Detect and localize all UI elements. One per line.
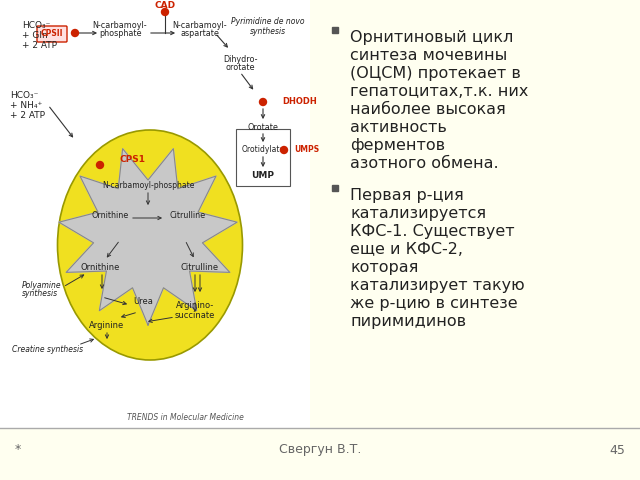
Text: TRENDS in Molecular Medicine: TRENDS in Molecular Medicine [127,412,243,421]
Circle shape [97,161,104,168]
Text: Первая р-ция: Первая р-ция [350,188,464,203]
FancyBboxPatch shape [37,26,67,42]
Text: Орнитиновый цикл: Орнитиновый цикл [350,30,513,45]
Text: + NH₄⁺: + NH₄⁺ [10,100,42,109]
Text: которая: которая [350,260,419,275]
Text: orotate: orotate [225,63,255,72]
Text: 45: 45 [609,444,625,456]
Text: aspartate: aspartate [180,29,220,38]
Text: Citrulline: Citrulline [181,263,219,272]
Text: (ОЦСМ) протекает в: (ОЦСМ) протекает в [350,66,521,81]
Text: N-carbamoyl-: N-carbamoyl- [173,21,227,29]
Text: synthesis: synthesis [22,289,58,299]
Text: Urea: Urea [133,298,153,307]
Text: UMPS: UMPS [294,145,319,155]
Text: Dihydro-: Dihydro- [223,56,257,64]
Polygon shape [59,149,237,325]
Text: Creatine synthesis: Creatine synthesis [12,346,83,355]
Text: синтеза мочевины: синтеза мочевины [350,48,508,63]
Text: phosphate: phosphate [99,29,141,38]
Bar [0,0,310,428]
Text: активность: активность [350,120,447,135]
Text: Arginine: Arginine [90,321,125,329]
Text: N-carbamoyl-phosphate: N-carbamoyl-phosphate [102,180,194,190]
Ellipse shape [58,130,243,360]
Text: + 2 ATP: + 2 ATP [10,110,45,120]
Text: Citrulline: Citrulline [170,211,206,219]
Text: CPS1: CPS1 [120,156,146,165]
Text: Ornithine: Ornithine [80,263,120,272]
Text: + 2 ATP: + 2 ATP [22,40,57,49]
Text: CPSII: CPSII [41,29,63,38]
Text: еще и КФС-2,: еще и КФС-2, [350,242,463,257]
Text: HCO₃⁻: HCO₃⁻ [10,91,38,99]
Text: Arginino-: Arginino- [176,300,214,310]
Text: азотного обмена.: азотного обмена. [350,156,499,171]
Text: пиримидинов: пиримидинов [350,314,466,329]
Circle shape [259,98,266,106]
Text: катализируется: катализируется [350,206,486,221]
Circle shape [280,146,287,154]
Text: *: * [15,444,21,456]
Text: КФС-1. Существует: КФС-1. Существует [350,224,515,239]
Circle shape [72,29,79,36]
Text: CAD: CAD [154,0,175,10]
Text: Polyamine: Polyamine [22,280,61,289]
Text: Pyrimidine de novo: Pyrimidine de novo [231,17,305,26]
Circle shape [161,9,168,15]
Text: succinate: succinate [175,311,215,320]
Text: Orotidylate: Orotidylate [241,145,285,155]
Text: HCO₃⁻: HCO₃⁻ [22,21,51,29]
Text: DHODH: DHODH [282,97,317,107]
Text: гепатоцитах,т.к. них: гепатоцитах,т.к. них [350,84,529,99]
Text: Ornithine: Ornithine [92,211,129,219]
Text: ферментов: ферментов [350,138,445,153]
Text: Orotate: Orotate [248,122,278,132]
Text: N-carbamoyl-: N-carbamoyl- [93,21,147,29]
Text: катализирует такую: катализирует такую [350,278,525,293]
Text: же р-цию в синтезе: же р-цию в синтезе [350,296,518,311]
Text: synthesis: synthesis [250,26,286,36]
Text: UMP: UMP [252,170,275,180]
Text: наиболее высокая: наиболее высокая [350,102,506,117]
Text: Свергун В.Т.: Свергун В.Т. [279,444,361,456]
Text: + Gln: + Gln [22,31,48,39]
